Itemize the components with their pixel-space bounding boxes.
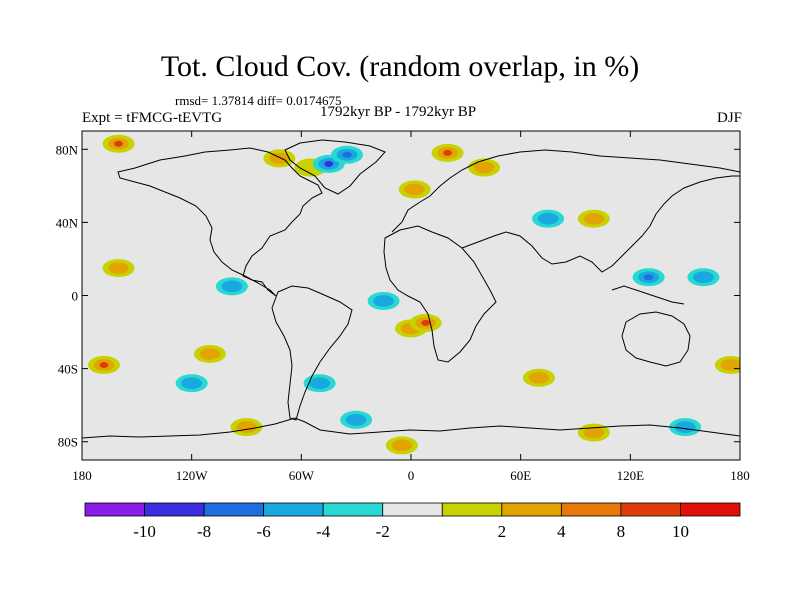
anomaly-patch: [199, 348, 221, 360]
anomaly-patch: [108, 262, 129, 274]
coastline-australia: [621, 311, 691, 367]
anomaly-patch: [324, 160, 333, 167]
lon-tick-label: 60E: [510, 468, 531, 483]
statistics-label: rmsd= 1.37814 diff= 0.0174675: [175, 93, 342, 108]
anomaly-patch: [421, 319, 430, 326]
coastline-indonesia: [611, 285, 685, 305]
lat-tick-label: 40S: [58, 362, 78, 377]
period-label: 1792kyr BP - 1792kyr BP: [320, 104, 477, 120]
colorbar-swatch: [501, 502, 562, 517]
experiment-label: Expt = tFMCG-tEVTG: [82, 110, 223, 126]
lat-tick-label: 80S: [58, 435, 78, 450]
anomaly-patch: [473, 161, 495, 174]
colorbar-label: 4: [557, 522, 566, 541]
anomaly-patch: [404, 183, 426, 196]
lon-tick-label: 0: [408, 468, 415, 483]
coastline-africa: [383, 225, 497, 363]
lon-tick-label: 180: [72, 468, 92, 483]
colorbar-swatch: [84, 502, 145, 517]
anomaly-patch: [221, 280, 243, 293]
axis-ticks: 80N 40N 0 40S 80S 180 120W 60W 0 60E 120E 180: [56, 131, 750, 483]
map-title: Tot. Cloud Cov. (random overlap, in %): [160, 50, 640, 83]
anomaly-patch: [342, 151, 352, 158]
lon-tick-label: 60W: [289, 468, 315, 483]
anomaly-patch: [693, 271, 714, 284]
anomaly-patch: [528, 371, 550, 384]
coastline-greenland: [284, 139, 386, 195]
anomaly-patch: [181, 377, 203, 390]
lat-tick-label: 0: [72, 289, 79, 304]
anomaly-patch: [309, 377, 331, 390]
colorbar-swatch: [620, 502, 681, 517]
anomaly-patch: [537, 212, 559, 225]
colorbar: -10 -8 -6 -4 -2 2 4 8 10: [84, 502, 741, 541]
lat-tick-label: 80N: [56, 142, 79, 157]
anomaly-patch: [443, 149, 452, 156]
coastline-asia: [461, 175, 740, 273]
lon-tick-label: 120E: [617, 468, 645, 483]
colorbar-label: -8: [197, 522, 211, 541]
anomaly-patch: [99, 361, 108, 368]
lon-tick-label: 120W: [176, 468, 209, 483]
anomaly-patch: [583, 426, 605, 439]
coastline-north-america: [117, 147, 323, 297]
colorbar-label: -4: [316, 522, 331, 541]
colorbar-label: -6: [257, 522, 271, 541]
colorbar-swatch: [382, 502, 443, 517]
colorbar-swatch: [203, 502, 265, 517]
anomaly-layer: [87, 134, 740, 455]
anomaly-patch: [114, 140, 123, 147]
season-label: DJF: [716, 110, 742, 126]
colorbar-label: 10: [672, 522, 689, 541]
anomaly-patch: [373, 295, 394, 307]
lon-tick-label: 180: [730, 468, 750, 483]
colorbar-swatch: [560, 502, 622, 517]
colorbar-swatch: [263, 502, 324, 517]
coastline-south-america: [271, 285, 353, 421]
anomaly-patch: [583, 212, 605, 225]
map-background: [82, 131, 740, 460]
lat-tick-label: 40N: [56, 215, 79, 230]
anomaly-patch: [236, 421, 257, 433]
colorbar-swatch: [680, 502, 741, 517]
colorbar-label: 2: [498, 522, 507, 541]
coastline-europe: [391, 149, 740, 233]
coastlines: [82, 139, 740, 439]
anomaly-patch: [391, 439, 413, 452]
colorbar-swatch: [322, 502, 384, 517]
colorbar-swatch: [441, 502, 503, 517]
anomaly-patch: [345, 413, 367, 426]
colorbar-label: -10: [133, 522, 156, 541]
anomaly-patch: [674, 421, 696, 433]
coastline-antarctica: [82, 417, 740, 439]
anomaly-patch: [720, 359, 740, 371]
anomaly-patch: [269, 152, 290, 165]
colorbar-label: -2: [376, 522, 390, 541]
anomaly-patch: [643, 274, 654, 281]
colorbar-swatch: [144, 502, 205, 517]
colorbar-label: 8: [617, 522, 626, 541]
